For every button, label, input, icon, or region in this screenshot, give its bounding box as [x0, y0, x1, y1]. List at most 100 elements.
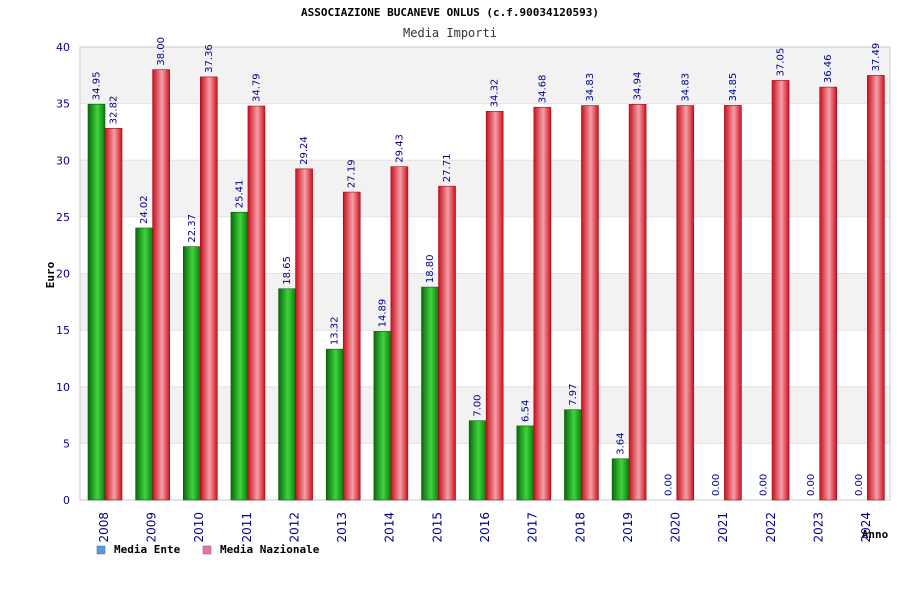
chart-title: ASSOCIAZIONE BUCANEVE ONLUS (c.f.9003412… — [301, 6, 599, 19]
data-label: 0.00 — [759, 474, 770, 496]
x-tick-label: 2016 — [478, 512, 492, 543]
y-axis-label: Euro — [44, 261, 57, 288]
data-label: 13.32 — [330, 317, 341, 346]
bar-media-nazionale — [771, 80, 790, 501]
data-label: 24.02 — [139, 195, 150, 224]
x-tick-label: 2015 — [430, 512, 444, 543]
bar-media-nazionale — [628, 104, 647, 501]
data-label: 3.64 — [616, 433, 627, 455]
x-tick-label: 2020 — [669, 512, 683, 543]
data-label: 34.95 — [92, 72, 103, 101]
x-tick-label: 2019 — [621, 512, 635, 543]
data-label: 27.71 — [442, 154, 453, 183]
bar-media-ente — [278, 288, 296, 501]
bar-media-nazionale — [485, 111, 504, 501]
data-label: 7.00 — [473, 394, 484, 416]
x-tick-label: 2008 — [97, 512, 111, 543]
data-label: 37.05 — [776, 48, 787, 77]
y-tick-label: 5 — [63, 437, 70, 450]
x-tick-label: 2017 — [526, 512, 540, 543]
y-axis: 0 5 10 15 20 25 30 35 40 — [56, 41, 70, 507]
x-tick-label: 2023 — [812, 512, 826, 543]
data-label: 18.80 — [425, 254, 436, 283]
x-tick-label: 2022 — [764, 512, 778, 543]
bar-media-nazionale — [533, 106, 552, 501]
bar-media-nazionale — [676, 105, 695, 501]
data-label: 27.19 — [347, 159, 358, 188]
legend: Media Ente Media Nazionale — [96, 543, 320, 556]
legend-label-media-ente: Media Ente — [114, 543, 181, 556]
bar-media-ente — [421, 286, 439, 501]
data-label: 34.85 — [728, 73, 739, 102]
x-axis: 2008 2009 2010 2011 2012 2013 2014 2015 2016 2017… — [97, 512, 873, 543]
bar-media-ente — [373, 331, 392, 501]
bar-media-nazionale — [104, 128, 123, 501]
data-label: 32.82 — [109, 96, 120, 125]
data-label: 14.89 — [377, 299, 388, 328]
data-label: 38.00 — [156, 37, 167, 66]
x-tick-label: 2018 — [573, 512, 587, 543]
y-tick-label: 0 — [63, 494, 70, 507]
data-label: 34.32 — [490, 79, 501, 108]
x-tick-label: 2009 — [144, 512, 158, 543]
legend-swatch-media-nazionale — [202, 545, 212, 555]
y-tick-label: 35 — [56, 98, 70, 111]
data-label: 37.36 — [204, 44, 215, 73]
bar-media-nazionale — [342, 191, 361, 501]
data-label: 34.68 — [537, 75, 548, 104]
data-labels: 34.95 32.82 24.02 38.00 22.37 37.36 25.41 34.79… — [92, 37, 882, 496]
chart-subtitle: Media Importi — [403, 26, 497, 40]
y-tick-label: 20 — [56, 268, 70, 281]
bar-media-nazionale — [867, 75, 885, 501]
bar-media-nazionale — [199, 76, 218, 501]
bar-media-ente — [611, 458, 630, 501]
data-label: 0.00 — [711, 474, 722, 496]
y-tick-label: 10 — [56, 381, 70, 394]
x-tick-label: 2014 — [383, 512, 397, 543]
bar-media-ente — [325, 348, 344, 501]
bar-media-nazionale — [390, 166, 409, 501]
plot-area — [79, 46, 891, 501]
bar-media-nazionale — [295, 168, 313, 501]
data-label: 7.97 — [568, 383, 579, 405]
data-label: 34.83 — [680, 73, 691, 102]
data-label: 36.46 — [823, 54, 834, 83]
data-label: 0.00 — [806, 474, 817, 496]
y-tick-label: 30 — [56, 154, 70, 167]
bar-media-nazionale — [581, 105, 599, 501]
bar-media-ente — [230, 211, 249, 501]
y-tick-label: 40 — [56, 41, 70, 54]
bar-media-nazionale — [724, 105, 742, 501]
data-label: 6.54 — [520, 400, 531, 422]
bar-media-ente — [135, 227, 153, 501]
x-tick-label: 2010 — [192, 512, 206, 543]
x-tick-label: 2012 — [287, 512, 301, 543]
bars — [87, 69, 885, 501]
data-label: 22.37 — [187, 214, 198, 243]
data-label: 29.24 — [299, 136, 310, 165]
legend-label-media-nazionale: Media Nazionale — [220, 543, 320, 556]
data-label: 0.00 — [854, 474, 865, 496]
bar-media-ente — [182, 246, 201, 501]
bar-media-nazionale — [819, 86, 838, 501]
bar-media-ente — [468, 420, 487, 501]
data-label: 18.65 — [282, 256, 293, 285]
bar-media-ente — [87, 103, 106, 501]
x-tick-label: 2011 — [240, 512, 254, 543]
bar-media-ente — [564, 409, 582, 501]
x-tick-label: 2021 — [716, 512, 730, 543]
y-tick-label: 15 — [56, 324, 70, 337]
x-tick-label: 2024 — [859, 512, 873, 543]
bar-media-nazionale — [438, 185, 456, 501]
bar-media-nazionale — [247, 105, 266, 501]
y-tick-label: 25 — [56, 211, 70, 224]
x-tick-label: 2013 — [335, 512, 349, 543]
data-label: 29.43 — [394, 134, 405, 163]
bar-media-nazionale — [152, 69, 170, 501]
data-label: 34.83 — [585, 73, 596, 102]
data-label: 34.79 — [251, 73, 262, 102]
legend-swatch-media-ente — [96, 545, 106, 555]
data-label: 37.49 — [871, 43, 882, 72]
data-label: 34.94 — [633, 72, 644, 101]
